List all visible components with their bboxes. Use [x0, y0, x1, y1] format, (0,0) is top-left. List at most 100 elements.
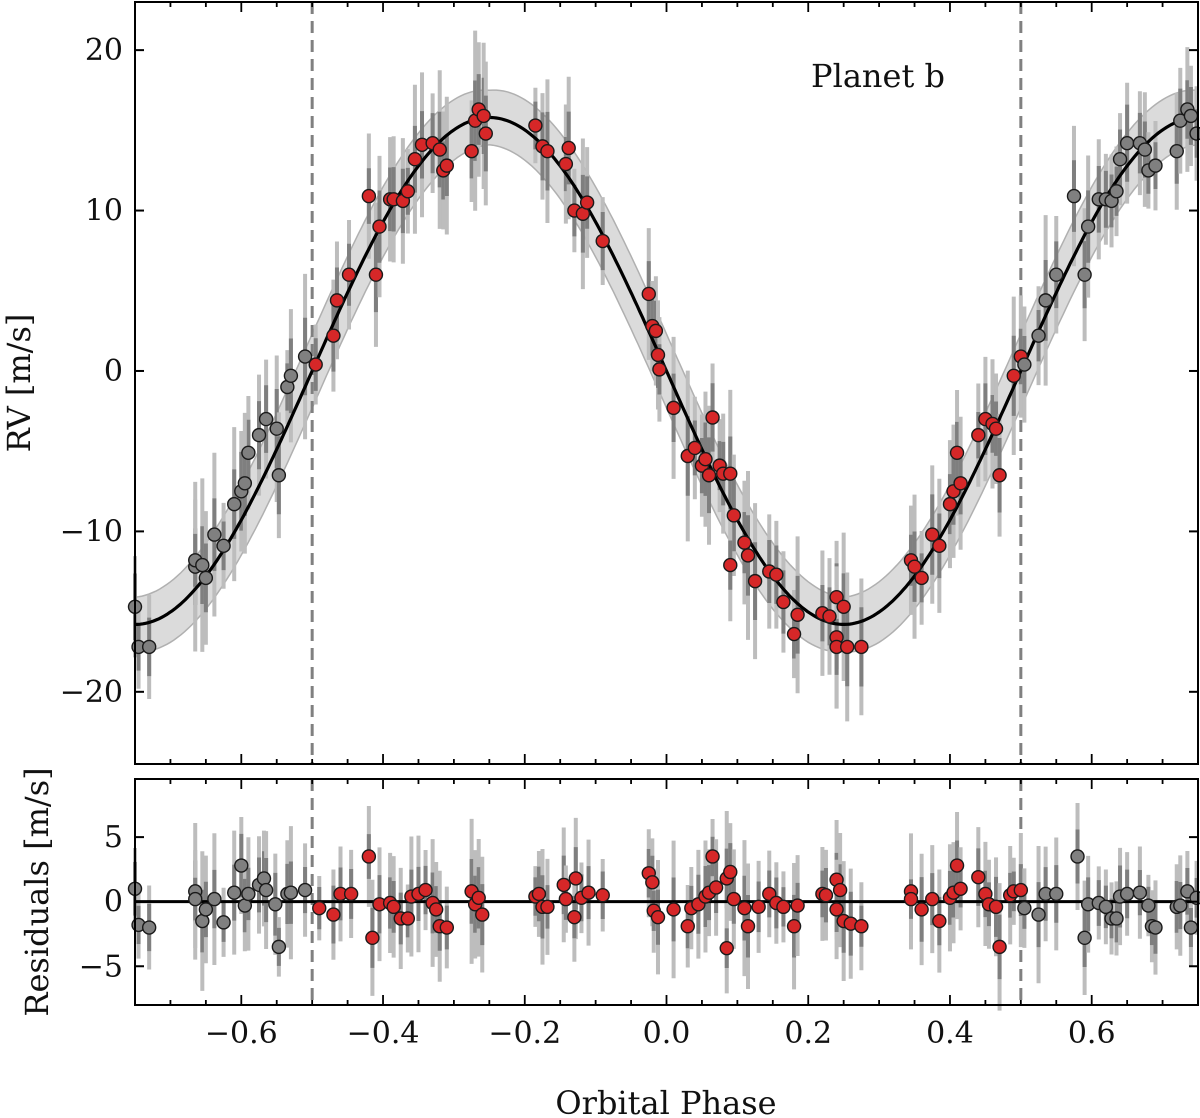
replica-data-point	[241, 445, 256, 460]
primary-data-point	[645, 875, 660, 890]
replica-data-point	[216, 915, 231, 930]
replica-data-point	[227, 885, 242, 900]
primary-data-point	[343, 886, 359, 902]
y-tick-label: 5	[104, 820, 123, 855]
primary-data-point	[903, 891, 919, 907]
primary-data-point	[737, 900, 752, 916]
primary-data-point	[432, 142, 447, 157]
replica-data-point	[268, 897, 283, 912]
primary-data-point	[407, 152, 423, 167]
primary-data-point	[561, 140, 576, 156]
replica-data-point	[1148, 158, 1163, 173]
primary-data-point	[475, 907, 490, 922]
y-tick-label: −20	[60, 675, 123, 710]
primary-data-point	[925, 527, 940, 542]
replica-data-point	[188, 891, 203, 907]
primary-data-point	[698, 452, 713, 467]
replica-data-point	[198, 902, 214, 917]
primary-data-point	[650, 909, 666, 925]
primary-data-point	[992, 939, 1007, 955]
primary-data-point	[818, 888, 834, 903]
primary-data-point	[579, 195, 595, 210]
replica-data-point	[1077, 930, 1092, 946]
replica-data-point	[216, 538, 231, 554]
primary-data-point	[567, 909, 582, 925]
primary-data-point	[556, 877, 571, 893]
replica-data-point	[1098, 899, 1114, 915]
primary-data-point	[308, 357, 323, 372]
replica-data-point	[1049, 886, 1064, 902]
x-tick-label: 0.0	[643, 1016, 691, 1051]
replica-data-point	[1070, 849, 1085, 864]
primary-data-point	[540, 143, 555, 159]
primary-data-point	[528, 118, 543, 133]
primary-data-point	[832, 882, 848, 898]
replica-data-point	[258, 411, 274, 427]
replica-data-point	[1183, 920, 1199, 935]
replica-data-point	[1031, 907, 1046, 922]
top-x-ticks	[134, 2, 1199, 764]
primary-data-point	[751, 899, 766, 915]
replica-data-point	[1077, 267, 1092, 282]
replica-data-point	[141, 920, 157, 935]
primary-data-point	[740, 548, 756, 563]
replica-data-point	[1132, 885, 1148, 900]
primary-data-point	[365, 930, 380, 946]
primary-data-point	[372, 219, 387, 234]
primary-data-point	[705, 849, 720, 864]
primary-data-point	[840, 639, 855, 655]
primary-data-point	[471, 890, 486, 906]
primary-data-point	[740, 919, 756, 934]
primary-data-point	[680, 919, 695, 934]
replica-data-point	[1119, 886, 1135, 902]
top-y-axis-title: RV [m/s]	[0, 314, 38, 453]
primary-data-point	[854, 919, 869, 934]
primary-data-point	[329, 293, 345, 308]
primary-data-point	[769, 567, 784, 582]
replica-data-point	[234, 858, 249, 873]
primary-data-point	[652, 362, 667, 377]
primary-data-point	[428, 902, 444, 917]
primary-data-point	[1006, 368, 1021, 383]
primary-data-point	[418, 882, 433, 898]
x-tick-label: 0.6	[1068, 1016, 1116, 1051]
x-axis-title: Orbital Phase	[555, 1084, 776, 1118]
primary-data-point	[723, 557, 738, 573]
primary-data-point	[312, 900, 327, 916]
primary-data-point	[648, 323, 664, 339]
primary-data-point	[723, 864, 738, 880]
bottom-x-ticks: −0.6 −0.4 −0.2 0.0 0.2 0.4 0.6	[134, 779, 1199, 1051]
primary-data-point	[701, 468, 717, 483]
primary-data-point	[687, 440, 703, 456]
primary-data-point	[790, 607, 805, 623]
replica-data-point	[1080, 219, 1096, 234]
primary-data-point	[953, 476, 968, 491]
primary-data-point	[581, 885, 596, 900]
primary-data-point	[988, 421, 1004, 436]
replica-data-point	[297, 882, 313, 898]
keplerian-model-curve	[135, 115, 1199, 627]
primary-data-point	[531, 886, 547, 902]
primary-data-point	[914, 570, 929, 586]
replica-data-point	[1141, 898, 1156, 913]
y-tick-label: −5	[79, 949, 123, 984]
top-y-ticks: −20 −10 0 10 20	[60, 33, 1198, 710]
primary-data-point	[971, 869, 986, 885]
primary-data-point	[942, 496, 958, 512]
y-tick-label: 10	[85, 194, 123, 229]
primary-data-point	[790, 898, 805, 913]
y-tick-label: −10	[60, 514, 123, 549]
primary-data-point	[726, 891, 742, 907]
primary-data-point	[907, 559, 922, 574]
replica-data-point	[256, 871, 272, 886]
replica-data-point	[195, 557, 210, 573]
primary-data-point	[708, 880, 724, 895]
primary-data-point	[776, 594, 791, 610]
primary-data-point	[666, 902, 681, 917]
replica-data-point	[1109, 184, 1124, 199]
replica-data-point	[271, 468, 287, 483]
primary-data-point	[595, 888, 610, 903]
primary-data-point	[854, 639, 869, 655]
primary-data-point	[476, 108, 491, 124]
y-tick-label: 0	[104, 354, 123, 389]
